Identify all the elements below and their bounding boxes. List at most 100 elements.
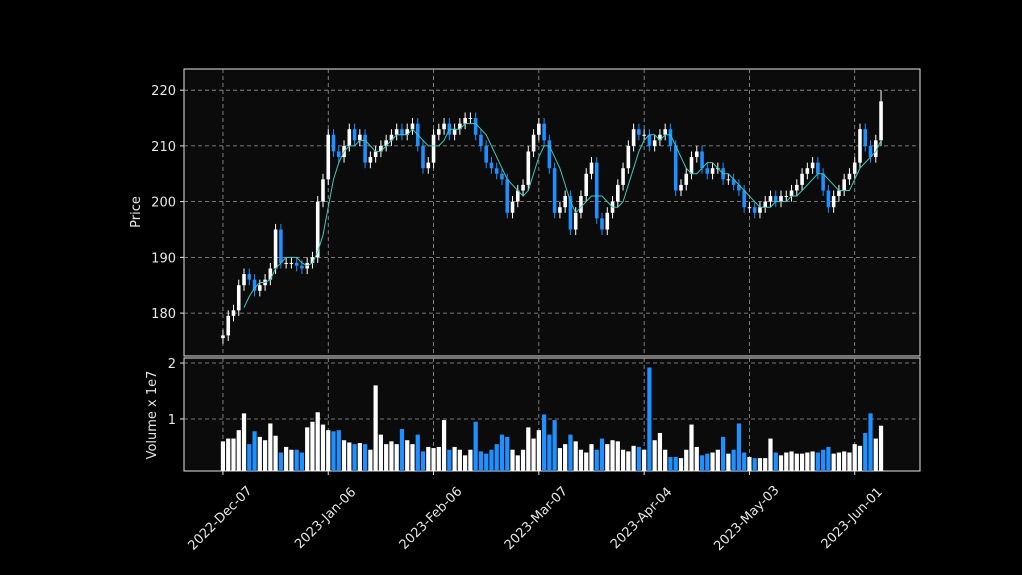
y-tick-label: 220: [151, 84, 176, 99]
candle-body: [700, 151, 704, 169]
volume-bar: [268, 423, 273, 471]
y-axis-label: Price: [129, 196, 144, 228]
volume-bar: [852, 444, 857, 471]
candle-body: [236, 285, 241, 311]
candle-body: [273, 229, 278, 269]
volume-bar: [773, 452, 778, 471]
candle-body: [547, 140, 552, 169]
volume-bar: [620, 449, 626, 471]
candle-body: [321, 179, 325, 202]
candle-body: [247, 274, 252, 280]
volume-bar: [642, 449, 647, 471]
candle-body: [426, 162, 431, 169]
candle-body: [858, 129, 862, 163]
volume-bar: [726, 453, 731, 471]
candle-body: [521, 184, 525, 191]
candle-body: [505, 179, 510, 213]
candle-body: [837, 190, 841, 197]
volume-bar: [436, 446, 441, 471]
candle-body: [368, 157, 373, 163]
volume-bar: [736, 423, 742, 471]
candle-body: [589, 162, 594, 174]
candle-body: [347, 129, 352, 146]
candle-body: [694, 151, 699, 158]
volume-bar: [362, 444, 368, 471]
candle-body: [552, 168, 557, 213]
candle-body: [752, 207, 757, 213]
candle-body: [358, 134, 362, 141]
candle-body: [795, 184, 799, 191]
volume-bar: [484, 453, 489, 471]
volume-bar: [284, 446, 289, 471]
candle-body: [679, 184, 683, 191]
candle-body: [379, 145, 383, 152]
volume-bar: [694, 446, 699, 471]
volume-bar: [868, 413, 873, 471]
candle-body: [315, 201, 320, 258]
candles: [221, 90, 883, 344]
candle-body: [558, 207, 562, 213]
candle-body: [594, 162, 599, 219]
candle-body: [542, 123, 546, 141]
volume-bar: [473, 421, 478, 471]
volume-bar: [289, 449, 294, 471]
volume-bar: [720, 436, 726, 471]
volume-bar: [821, 449, 826, 471]
candle-body: [868, 145, 873, 158]
candle-body: [242, 274, 246, 286]
candle-body: [405, 129, 410, 135]
volume-bar: [626, 451, 631, 471]
volume-bar: [599, 438, 605, 471]
volume-bar: [489, 449, 494, 471]
volume-bar: [431, 448, 436, 471]
volume-bar: [705, 453, 710, 471]
candle-body: [468, 118, 473, 120]
volume-bar: [657, 432, 663, 471]
volume-bar: [557, 448, 563, 471]
candle-body: [879, 101, 883, 141]
volume-bar: [494, 444, 499, 471]
candle-body: [768, 196, 773, 202]
volume-bar: [478, 451, 484, 471]
candle-body: [642, 134, 646, 136]
candle-body: [573, 212, 578, 230]
candle-body: [773, 196, 778, 202]
volume-bar: [678, 458, 684, 471]
candle-body: [805, 168, 810, 174]
candle-body: [663, 129, 667, 135]
volume-bar: [668, 457, 673, 471]
volume-bar: [552, 420, 557, 471]
volume-bar: [757, 458, 763, 471]
volume-bar: [399, 429, 405, 471]
candle-body: [821, 173, 825, 191]
volume-bar: [463, 455, 468, 471]
volume-bar: [294, 449, 299, 471]
volume-tick-label: 1: [168, 413, 176, 428]
candle-body: [737, 184, 741, 191]
volume-bar: [652, 440, 657, 471]
candle-body: [363, 134, 367, 163]
candle-body: [852, 162, 857, 174]
volume-bar: [594, 449, 599, 471]
volume-bar: [768, 438, 773, 471]
volume-bar: [315, 412, 320, 471]
volume-panel: [183, 357, 921, 472]
candle-body: [568, 196, 573, 230]
volume-bar: [426, 446, 431, 471]
candle-body: [621, 168, 625, 185]
volume-bar: [589, 444, 594, 471]
volume-bar: [863, 432, 868, 471]
candle-body: [631, 129, 636, 146]
y-tick-label: 180: [151, 307, 176, 322]
volume-bar: [241, 413, 247, 471]
candle-body: [600, 218, 604, 230]
candle-body: [826, 190, 831, 208]
candle-body: [831, 196, 836, 208]
candle-body: [747, 207, 752, 209]
candle-body: [289, 262, 294, 264]
volume-bar: [236, 430, 241, 471]
volume-bar: [220, 441, 226, 471]
volume-bar: [347, 442, 352, 471]
volume-axis-label: Volume x 1e7: [145, 371, 160, 460]
